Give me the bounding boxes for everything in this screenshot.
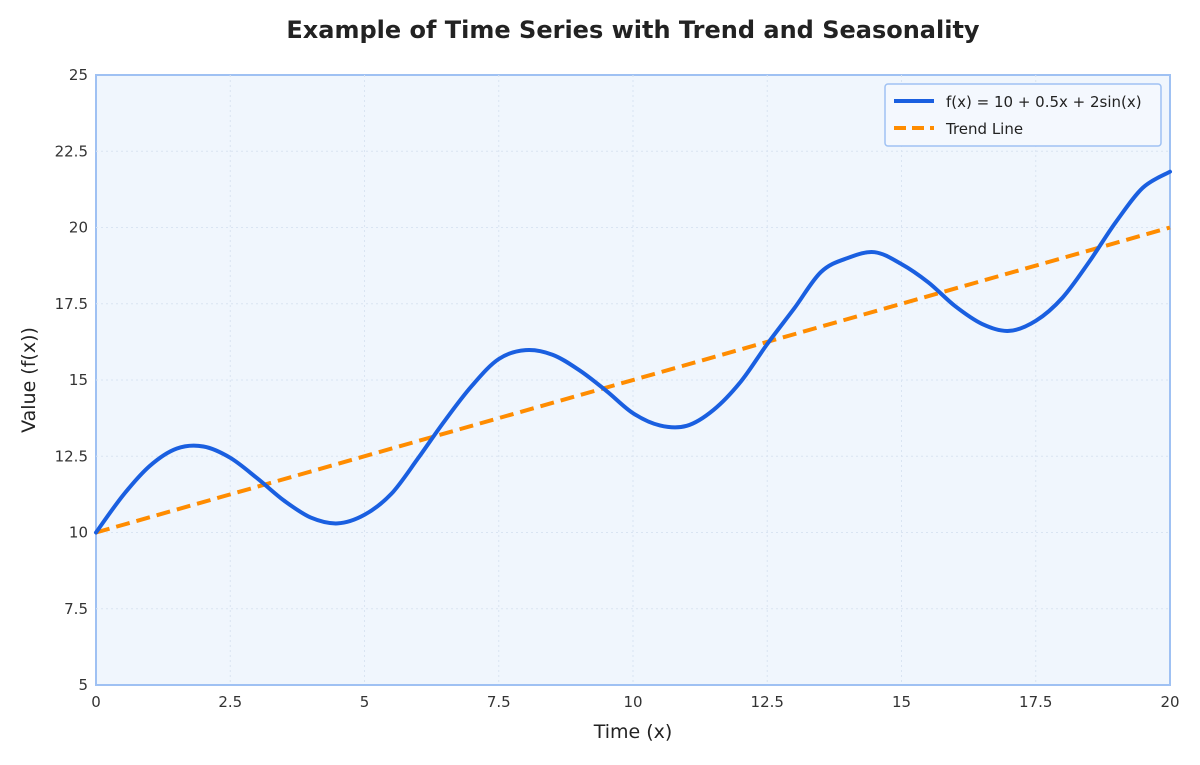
- y-tick-label: 22.5: [55, 142, 88, 160]
- legend-label-trend: Trend Line: [945, 120, 1023, 138]
- y-axis-ticks: 5 7.5 10 12.5 15 17.5 20 22.5 25: [55, 66, 88, 694]
- x-tick-label: 2.5: [218, 693, 242, 711]
- y-tick-label: 12.5: [55, 447, 88, 465]
- y-axis-label: Value (f(x)): [18, 327, 40, 433]
- series-line-f: [94, 169, 1172, 535]
- legend-box: [884, 83, 1162, 147]
- x-axis-label: Time (x): [593, 721, 673, 743]
- x-tick-label: 12.5: [751, 693, 784, 711]
- y-tick-label: 17.5: [55, 295, 88, 313]
- x-tick-label: 7.5: [487, 693, 511, 711]
- legend: f(x) = 10 + 0.5x + 2sin(x) Trend Line: [884, 83, 1162, 147]
- x-tick-label: 17.5: [1019, 693, 1052, 711]
- x-tick-label: 5: [360, 693, 370, 711]
- series-lines: [94, 169, 1172, 535]
- y-tick-label: 15: [69, 371, 88, 389]
- series-line-trend: [95, 225, 1171, 535]
- y-tick-label: 25: [69, 66, 88, 84]
- y-tick-label: 7.5: [64, 600, 88, 618]
- y-tick-label: 10: [69, 524, 88, 542]
- x-tick-label: 15: [892, 693, 911, 711]
- y-tick-label: 5: [78, 676, 88, 694]
- y-tick-label: 20: [69, 219, 88, 237]
- x-axis-ticks: 0 2.5 5 7.5 10 12.5 15 17.5 20: [91, 693, 1179, 711]
- x-tick-label: 20: [1160, 693, 1179, 711]
- x-tick-label: 0: [91, 693, 101, 711]
- chart-title: Example of Time Series with Trend and Se…: [286, 16, 980, 44]
- legend-label-series: f(x) = 10 + 0.5x + 2sin(x): [946, 93, 1142, 111]
- x-tick-label: 10: [623, 693, 642, 711]
